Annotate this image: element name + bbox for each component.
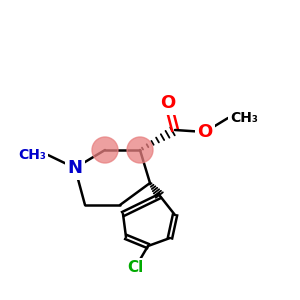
Text: N: N: [68, 159, 82, 177]
Text: O: O: [197, 123, 213, 141]
Circle shape: [127, 137, 153, 163]
Circle shape: [92, 137, 118, 163]
Text: CH₃: CH₃: [230, 111, 258, 125]
Text: O: O: [160, 94, 175, 112]
Text: CH₃: CH₃: [18, 148, 46, 162]
Text: Cl: Cl: [127, 260, 143, 275]
